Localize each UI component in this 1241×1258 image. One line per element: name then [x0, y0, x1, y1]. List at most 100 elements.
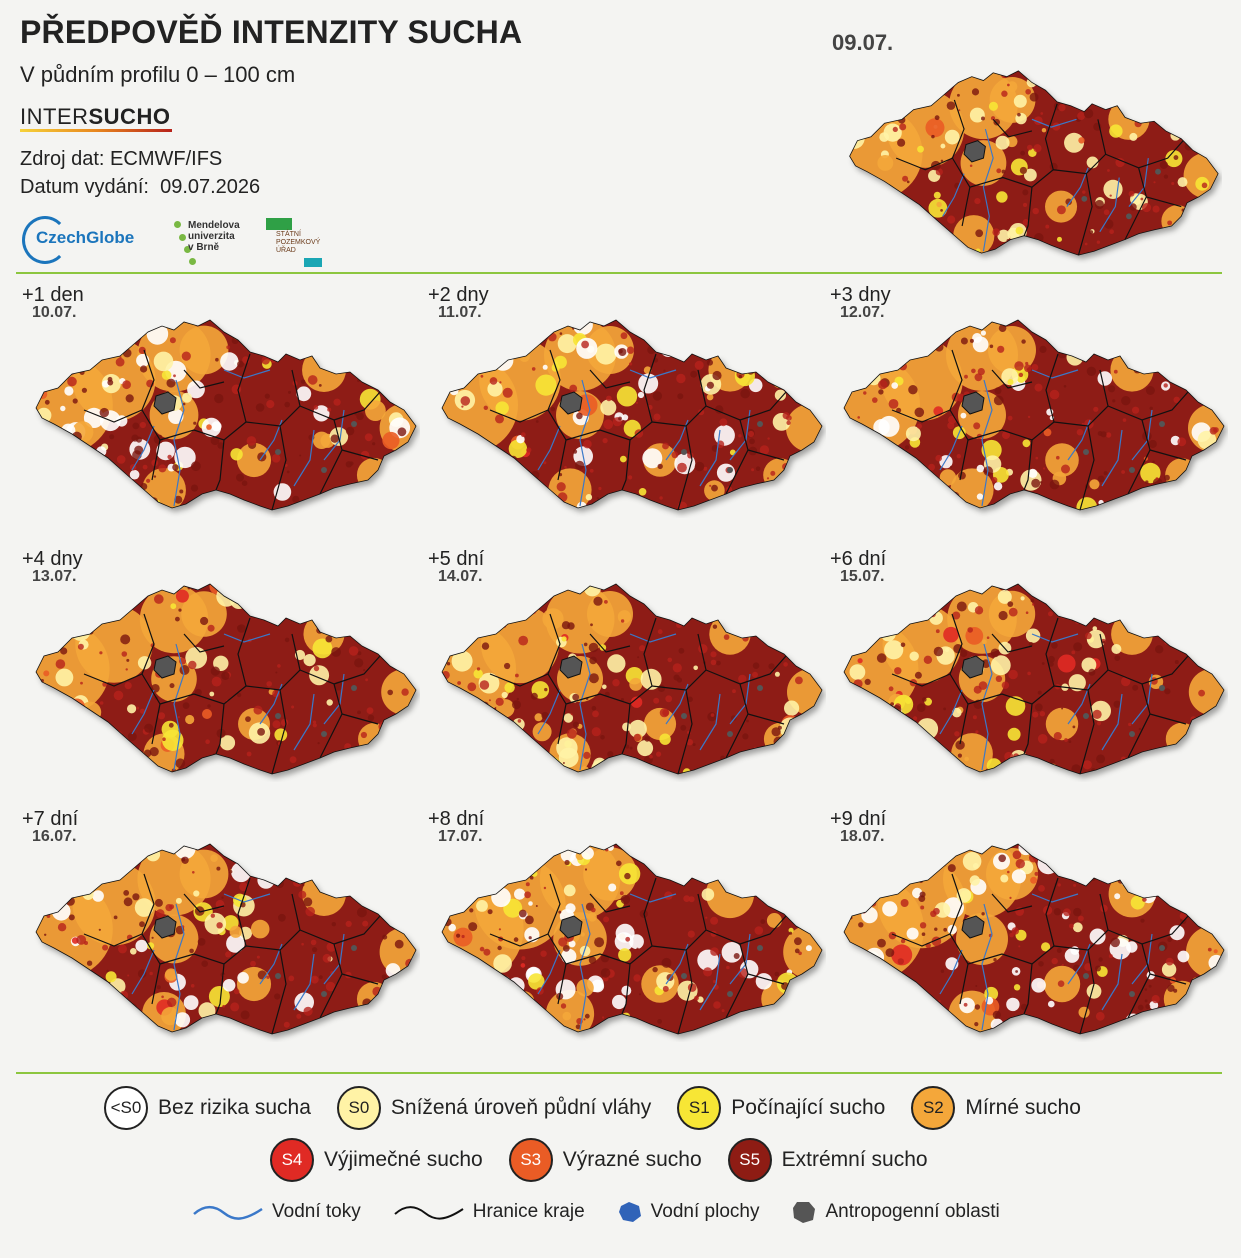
- urban-area: [1081, 195, 1088, 202]
- region-border: [1138, 140, 1184, 169]
- legend-item-s2: S2 Mírné sucho: [911, 1086, 1081, 1130]
- legend-label: Výrazné sucho: [562, 1148, 702, 1171]
- urban-area: [275, 449, 281, 455]
- urban-area: [1159, 685, 1165, 691]
- river: [173, 903, 185, 1031]
- river: [665, 943, 689, 985]
- water-body-icon: [618, 1202, 641, 1222]
- urban-area: [321, 731, 327, 737]
- region-border: [589, 633, 631, 653]
- legend-label: Snížená úroveň půdní vláhy: [390, 1096, 652, 1119]
- legend-label: Extrémní sucho: [781, 1148, 928, 1171]
- urban-area: [727, 467, 733, 473]
- czech-map-svg: [843, 319, 1225, 511]
- urban-area: [727, 731, 733, 737]
- region-border: [967, 353, 1059, 441]
- forecast-date: 10.07.: [32, 304, 77, 321]
- river: [1131, 409, 1153, 461]
- region-border: [215, 963, 225, 1015]
- forecast-offset: +9 dní: [830, 808, 887, 830]
- river: [981, 643, 993, 771]
- river: [259, 943, 283, 985]
- forecast-map: [832, 574, 1228, 782]
- divider-top: [16, 272, 1222, 274]
- river: [1031, 118, 1077, 128]
- page-subtitle: V půdním profilu 0 – 100 cm: [20, 62, 296, 87]
- urban-area: [1126, 213, 1132, 220]
- forecast-offset: +4 dny: [22, 548, 83, 570]
- legend-item-water: Vodní plochy: [617, 1200, 759, 1224]
- region-border: [991, 369, 1033, 389]
- river: [1031, 369, 1079, 379]
- river: [1099, 177, 1120, 233]
- region-border: [1105, 153, 1147, 240]
- legend-label: Antropogenní oblasti: [825, 1201, 1000, 1222]
- issue-date-row: Datum vydání: 09.07.2026: [20, 176, 260, 199]
- region-border: [159, 353, 251, 441]
- prague-urban-area: [153, 915, 177, 939]
- forecast-offset: +8 dní: [428, 808, 485, 830]
- urban-area: [1129, 467, 1135, 473]
- region-border: [489, 673, 549, 687]
- urban-area: [1083, 713, 1089, 719]
- czech-map-svg: [35, 583, 417, 775]
- region-border: [951, 99, 971, 227]
- river: [629, 893, 677, 903]
- urban-area: [1155, 168, 1161, 175]
- legend-swatch-s2: S2: [911, 1086, 956, 1130]
- river: [579, 643, 591, 771]
- region-border: [967, 617, 1059, 705]
- region-border: [739, 391, 787, 421]
- country-border: [35, 319, 417, 511]
- region-border: [183, 893, 225, 913]
- river: [293, 429, 315, 487]
- region-border: [489, 409, 549, 423]
- region-border: [1079, 949, 1095, 1035]
- forecast-date: 11.07.: [438, 304, 482, 321]
- forecast-offset: +6 dní: [830, 548, 887, 570]
- legend-label: Hranice kraje: [472, 1201, 585, 1222]
- region-border: [1079, 425, 1095, 511]
- urban-area: [1083, 449, 1089, 455]
- river: [1067, 683, 1091, 725]
- urban-area: [1159, 421, 1165, 427]
- region-border: [621, 439, 631, 491]
- region-border: [159, 617, 251, 705]
- region-border: [183, 369, 225, 389]
- legend-label: Počínající sucho: [731, 1096, 886, 1119]
- prague-urban-area: [153, 391, 177, 415]
- river: [323, 409, 345, 461]
- forecast-map: [832, 310, 1228, 518]
- river: [629, 369, 677, 379]
- river: [939, 425, 963, 471]
- river: [537, 949, 561, 995]
- country-border: [35, 583, 417, 775]
- region-border: [1053, 633, 1109, 691]
- intersucho-logo: INTERSUCHO: [20, 104, 170, 130]
- prague-urban-area: [153, 655, 177, 679]
- region-border: [341, 973, 379, 985]
- region-border: [621, 703, 631, 755]
- mendelu-text: Mendelova univerzita v Brně: [188, 220, 240, 253]
- region-border: [333, 655, 381, 685]
- region-border: [739, 655, 787, 685]
- region-border: [705, 669, 749, 759]
- river: [259, 419, 283, 461]
- region-border: [705, 929, 749, 1019]
- czech-map-svg: [849, 70, 1219, 256]
- river: [223, 893, 271, 903]
- czech-map-svg: [35, 319, 417, 511]
- river: [131, 689, 155, 735]
- region-border: [1023, 963, 1033, 1015]
- spu-text: STÁTNÍ POZEMKOVÝ ÚŘAD: [276, 231, 321, 254]
- river: [1131, 673, 1153, 725]
- region-border: [271, 949, 287, 1035]
- region-border: [83, 933, 143, 947]
- river: [259, 683, 283, 725]
- legend-label: Vodní toky: [272, 1201, 361, 1222]
- country-border: [441, 319, 823, 511]
- czechglobe-arc-icon: [22, 216, 68, 264]
- legend-item-borders: Hranice kraje: [393, 1201, 585, 1223]
- region-border: [1149, 713, 1187, 725]
- river: [1128, 158, 1149, 207]
